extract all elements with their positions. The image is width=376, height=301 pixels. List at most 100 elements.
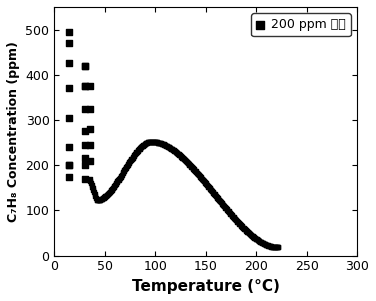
Point [208, 188, 214, 193]
Point [92, 192, 98, 197]
Point [114, 180, 120, 185]
200 ppm 주입 [67, 115, 73, 120]
Point [199, 176, 205, 181]
200 ppm 주입 [67, 145, 73, 150]
Point [167, 146, 173, 150]
Point [264, 242, 270, 247]
Point [273, 245, 279, 250]
Point [169, 147, 175, 152]
Point [263, 242, 269, 247]
Point [116, 176, 122, 181]
Point [117, 175, 123, 180]
Point [90, 186, 96, 191]
Point [259, 240, 265, 245]
Point [179, 155, 185, 160]
Point [230, 214, 236, 219]
Point [142, 141, 148, 146]
Point [165, 144, 171, 149]
Point [162, 143, 168, 148]
Point [217, 198, 223, 203]
Point [240, 225, 246, 229]
Point [82, 129, 88, 134]
X-axis label: Temperature (°C): Temperature (°C) [132, 279, 280, 294]
Point [136, 147, 142, 152]
Point [217, 199, 223, 204]
Point [168, 146, 174, 151]
Point [140, 143, 146, 148]
Point [150, 139, 156, 144]
Point [171, 148, 177, 153]
Point [102, 194, 108, 199]
Point [253, 236, 259, 241]
Point [112, 182, 118, 187]
Point [128, 157, 134, 162]
Point [87, 106, 93, 111]
Point [208, 187, 214, 192]
Legend: 200 ppm 주입: 200 ppm 주입 [251, 13, 351, 36]
Point [196, 173, 202, 178]
Point [176, 153, 182, 157]
Point [91, 188, 97, 193]
Point [261, 242, 267, 247]
Point [82, 84, 88, 88]
Point [270, 244, 276, 249]
Point [205, 183, 211, 188]
Point [179, 155, 185, 160]
Point [133, 150, 139, 155]
Point [105, 192, 111, 197]
Point [106, 190, 112, 195]
Point [271, 245, 277, 250]
Point [108, 188, 114, 193]
Point [211, 191, 217, 196]
Point [258, 240, 264, 245]
Point [231, 216, 237, 220]
Point [197, 174, 203, 179]
Point [158, 141, 164, 146]
Point [142, 142, 148, 147]
Point [153, 140, 159, 145]
Point [215, 197, 221, 201]
Point [87, 127, 93, 132]
Point [254, 237, 260, 242]
Point [161, 142, 167, 147]
Point [125, 162, 131, 167]
Point [185, 161, 191, 166]
Point [183, 158, 189, 163]
Point [262, 242, 268, 247]
Point [226, 210, 232, 215]
Point [170, 147, 176, 152]
Point [204, 183, 210, 188]
Point [193, 170, 199, 175]
Point [155, 140, 161, 145]
Point [146, 140, 152, 144]
Point [271, 245, 277, 250]
Point [151, 139, 157, 144]
Point [215, 196, 221, 201]
Point [171, 148, 177, 153]
Point [97, 197, 103, 202]
Point [165, 145, 171, 150]
Point [188, 163, 194, 168]
Point [187, 163, 193, 168]
Point [147, 139, 153, 144]
Point [122, 167, 128, 172]
Point [118, 174, 124, 179]
Point [156, 141, 162, 145]
Point [87, 158, 93, 163]
Point [111, 185, 117, 189]
Point [130, 154, 136, 159]
Point [255, 237, 261, 242]
Point [192, 168, 198, 173]
Point [175, 151, 181, 156]
Point [233, 218, 239, 222]
Point [220, 203, 226, 208]
Point [116, 177, 122, 182]
Point [193, 169, 199, 174]
Point [250, 234, 256, 239]
Point [189, 165, 195, 170]
200 ppm 주입 [67, 163, 73, 168]
Point [149, 139, 155, 144]
Point [205, 184, 211, 189]
Point [87, 84, 93, 88]
Point [269, 244, 275, 249]
